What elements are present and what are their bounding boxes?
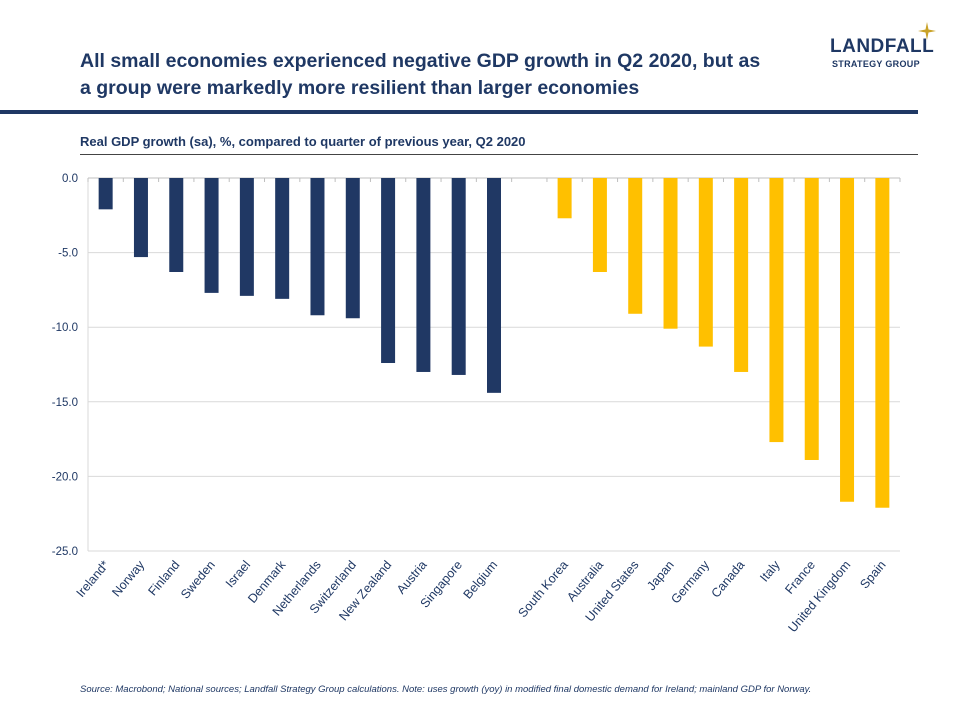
x-tick-label: Finland xyxy=(145,558,182,598)
bar-sweden xyxy=(204,178,219,293)
bar-united-kingdom xyxy=(840,178,855,502)
bar-south-korea xyxy=(557,178,572,219)
landfall-logo: LANDFALL STRATEGY GROUP xyxy=(822,22,942,82)
y-tick-label: -15.0 xyxy=(52,397,78,409)
x-tick-label: Norway xyxy=(109,557,147,599)
bar-germany xyxy=(698,178,713,347)
title-line-1: All small economies experienced negative… xyxy=(80,50,761,72)
bar-australia xyxy=(592,178,607,272)
logo-wordmark: LANDFALL xyxy=(830,36,935,57)
bar-ireland- xyxy=(98,178,113,210)
x-tick-label: France xyxy=(782,558,818,597)
subtitle-divider xyxy=(80,154,918,155)
bar-austria xyxy=(416,178,431,372)
bar-israel xyxy=(239,178,254,296)
bar-belgium xyxy=(487,178,501,393)
bar-italy xyxy=(769,178,784,443)
y-tick-label: 0.0 xyxy=(62,173,78,185)
y-tick-label: -20.0 xyxy=(52,471,78,483)
bar-finland xyxy=(169,178,184,272)
x-tick-label: Canada xyxy=(709,558,748,601)
x-tick-label: Sweden xyxy=(178,558,218,602)
gdp-bar-chart: 0.0 -5.0 -10.0 -15.0 -20.0 -25.0Ireland*Norwa… xyxy=(52,173,901,635)
bar-japan xyxy=(663,178,678,329)
x-tick-label: Israel xyxy=(223,558,253,590)
bar-france xyxy=(804,178,819,460)
title-line-2: a group were markedly more resilient tha… xyxy=(80,77,640,99)
y-tick-label: -10.0 xyxy=(52,322,78,334)
x-tick-label: South Korea xyxy=(516,558,571,620)
x-tick-label: Ireland* xyxy=(74,558,113,600)
bar-spain xyxy=(875,178,890,508)
bar-denmark xyxy=(275,178,290,299)
x-tick-label: Italy xyxy=(757,557,783,584)
bar-canada xyxy=(734,178,749,372)
bar-netherlands xyxy=(310,178,325,316)
chart-subtitle: Real GDP growth (sa), %, compared to qua… xyxy=(80,134,526,149)
x-tick-label: Japan xyxy=(644,558,677,593)
x-tick-label: Spain xyxy=(857,558,888,592)
title-divider xyxy=(0,110,918,114)
x-tick-label: United Kingdom xyxy=(785,558,853,635)
logo-tagline: STRATEGY GROUP xyxy=(832,59,920,69)
star-icon xyxy=(918,22,936,40)
y-tick-label: -25.0 xyxy=(52,546,78,558)
bar-norway xyxy=(133,178,148,258)
bar-united-states xyxy=(628,178,643,314)
x-tick-label: Austria xyxy=(394,558,430,597)
bar-singapore xyxy=(451,178,466,375)
x-tick-label: Belgium xyxy=(461,558,501,602)
bar-switzerland xyxy=(345,178,360,319)
chart-title: All small economies experienced negative… xyxy=(80,48,820,102)
bar-new-zealand xyxy=(381,178,396,364)
y-tick-label: -5.0 xyxy=(58,248,78,260)
x-tick-label: Germany xyxy=(668,557,712,606)
source-note: Source: Macrobond; National sources; Lan… xyxy=(80,684,812,695)
